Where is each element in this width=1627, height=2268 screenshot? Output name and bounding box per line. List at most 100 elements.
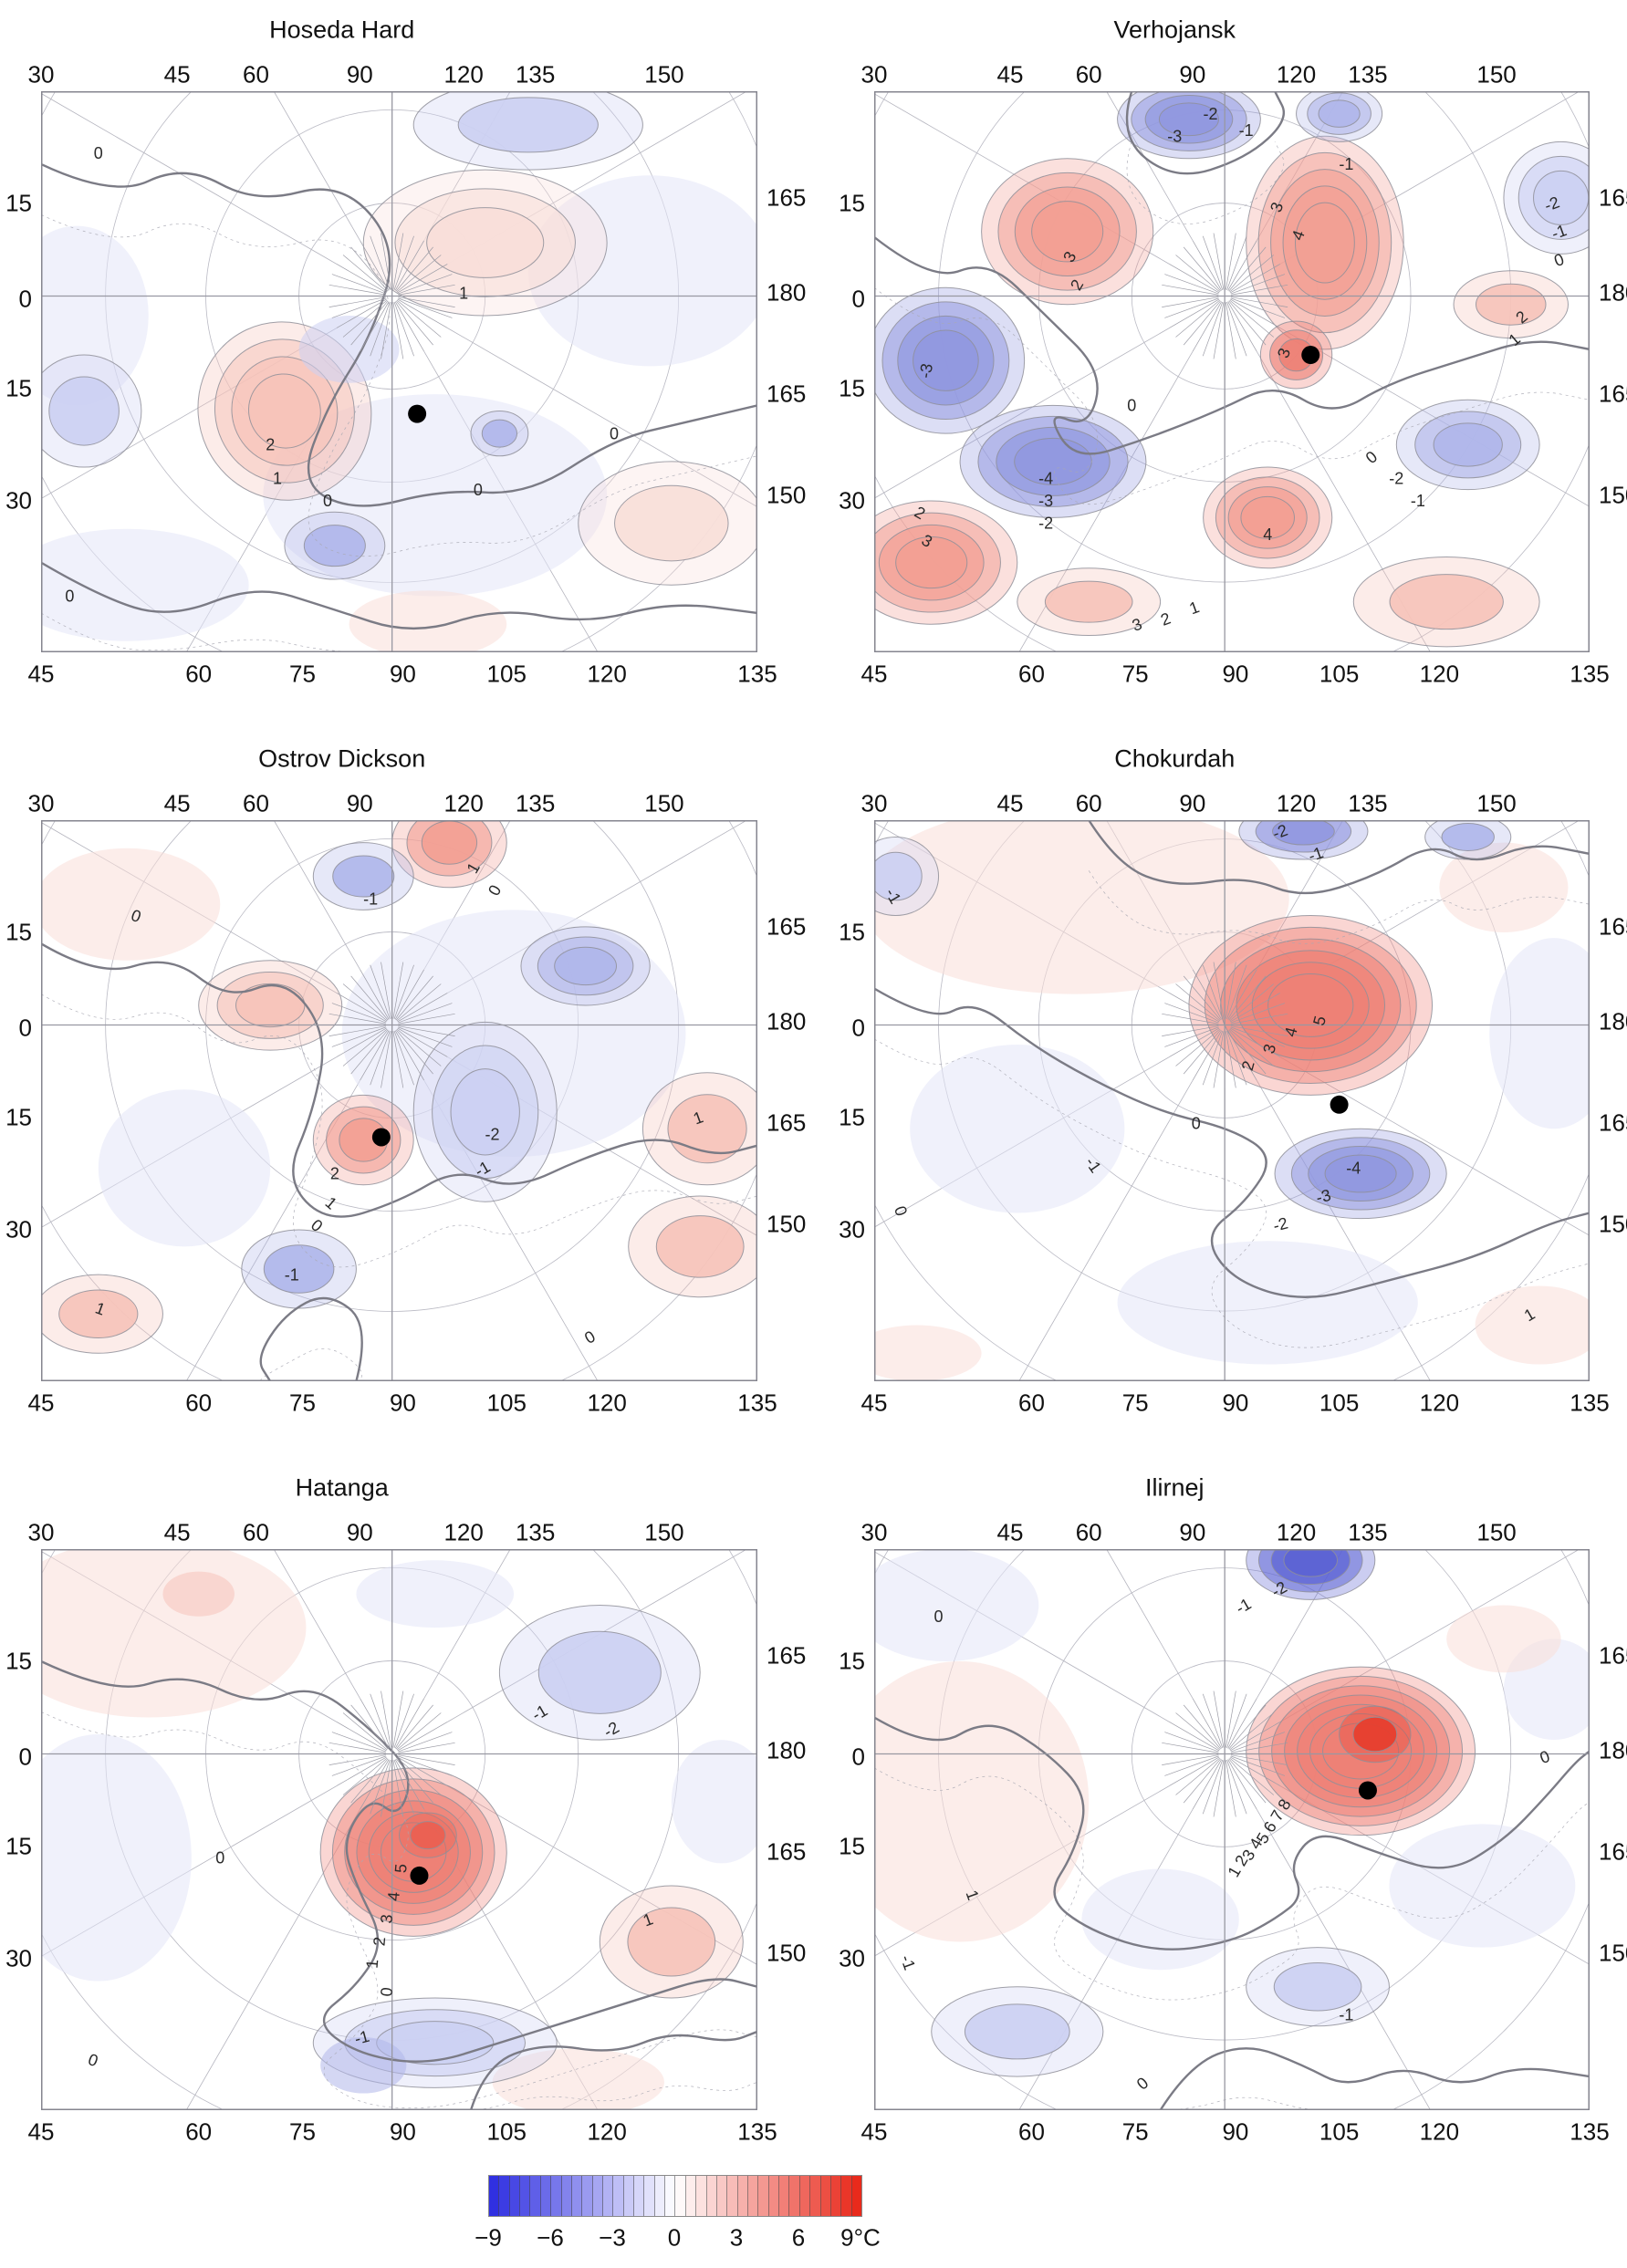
contour-label: 4	[1281, 1025, 1301, 1039]
pole-starburst-ray	[1229, 1028, 1275, 1066]
anomaly-blob	[1389, 1824, 1576, 1948]
graticule-meridian	[41, 1785, 338, 1958]
map-frame	[41, 1549, 757, 2110]
colorbar-cell	[685, 2176, 697, 2216]
pole-starburst-ray	[331, 1026, 387, 1047]
coastline	[41, 994, 757, 1268]
contour-label: 1	[459, 285, 468, 303]
zero-contour-line	[41, 561, 757, 630]
pole-starburst-ray	[392, 302, 404, 359]
axis-tick-bottom: 120	[587, 2117, 627, 2146]
pole-starburst-ray	[350, 1029, 389, 1075]
pole-starburst-ray	[1192, 301, 1222, 352]
contour-ring	[1439, 842, 1569, 932]
pole-starburst-ray	[1213, 1760, 1225, 1817]
station-dot	[408, 404, 427, 423]
contour-label: -3	[1167, 127, 1182, 145]
colorbar-cell	[830, 2176, 842, 2216]
pole-starburst-ray	[394, 301, 424, 352]
axis-tick-bottom: 120	[587, 660, 627, 688]
pole-starburst-ray	[396, 1757, 442, 1795]
pole-starburst-ray	[329, 284, 386, 296]
contour-ring	[1081, 1868, 1239, 1971]
anomaly-blob	[41, 225, 149, 406]
contour-ring	[450, 1068, 520, 1156]
axis-tick-top: 135	[1348, 789, 1388, 817]
colorbar-cell	[520, 2176, 531, 2216]
zero-contour-line	[874, 235, 1590, 455]
contour-ring	[421, 820, 478, 865]
axis-tick-bottom: 60	[185, 2117, 213, 2146]
anomaly-blob	[874, 1661, 1090, 1942]
pole-starburst-ray	[1227, 301, 1257, 352]
axis-tick-left: 0	[18, 1014, 32, 1042]
pole-starburst-ray	[1228, 300, 1267, 346]
pole-starburst-ray	[1225, 302, 1236, 359]
axis-tick-bottom: 135	[737, 2117, 777, 2146]
colorbar-cell	[634, 2176, 645, 2216]
colorbar-cell	[716, 2176, 728, 2216]
axis-tick-top: 150	[644, 1518, 684, 1546]
pole-starburst-ray	[370, 301, 391, 357]
pole-starburst-ray	[1164, 297, 1219, 318]
anomaly-blob	[1339, 1705, 1412, 1763]
pole-starburst-ray	[1226, 1759, 1247, 1815]
map-panel-ilirnej: -2 -1 8 7 6 5 4 3 2 1 0 -1 -1 0 0 1	[874, 1549, 1590, 2110]
pole-starburst-ray	[396, 1712, 442, 1751]
pole-starburst-ray	[1228, 1758, 1267, 1804]
pole-starburst-ray	[360, 301, 390, 352]
pole-starburst-ray	[1175, 1028, 1221, 1066]
map-panel-hoseda-hard: 0 1 2 1 0 0 0 0	[41, 91, 757, 652]
colorbar-cell	[654, 2176, 666, 2216]
colorbar-cell	[758, 2176, 769, 2216]
anomaly-blob	[41, 1549, 307, 1718]
contour-ring	[910, 1045, 1125, 1213]
anomaly-blob	[1188, 915, 1434, 1096]
anomaly-blob	[981, 158, 1154, 306]
axis-tick-left: 15	[839, 189, 865, 217]
anomaly-blob	[312, 1094, 414, 1186]
pole-starburst-ray	[393, 964, 414, 1020]
contour-label: -2	[1542, 192, 1562, 214]
pole-starburst-ray	[398, 1754, 455, 1765]
contour-ring	[58, 1289, 139, 1338]
axis-tick-left: 15	[5, 374, 32, 402]
anomaly-blob	[874, 286, 1026, 434]
axis-tick-bottom: 90	[1222, 2117, 1249, 2146]
anomaly-blob	[931, 1986, 1104, 2077]
pole-starburst-ray	[396, 1028, 442, 1066]
contour-label: -2	[1270, 821, 1290, 843]
axis-tick-top: 150	[1476, 60, 1517, 88]
graticule-meridian	[447, 91, 748, 265]
pole-starburst-ray	[1162, 1742, 1219, 1753]
zero-contour-line	[259, 1296, 363, 1381]
contour-ring	[1318, 99, 1361, 128]
pole-starburst-ray	[381, 302, 391, 359]
pole-starburst-ray	[1225, 1691, 1236, 1748]
axis-tick-right: 165	[1599, 1108, 1627, 1137]
axis-tick-top: 45	[163, 60, 191, 88]
anomaly-blob	[391, 820, 507, 889]
graticule-meridian	[1279, 328, 1590, 507]
pole-starburst-ray	[1227, 969, 1257, 1020]
pole-starburst-ray	[360, 1759, 390, 1810]
contour-ring	[1267, 973, 1354, 1037]
anomaly-blob	[492, 2048, 664, 2110]
axis-tick-bottom: 135	[1570, 1389, 1610, 1417]
pole-starburst-ray	[1226, 1693, 1247, 1749]
anomaly-blob	[41, 848, 221, 961]
colorbar-cell	[779, 2176, 790, 2216]
anomaly-blob	[1259, 320, 1333, 390]
axis-tick-bottom: 105	[486, 1389, 527, 1417]
panel-title: Hatanga	[295, 1473, 389, 1502]
contour-ring	[48, 376, 120, 446]
axis-tick-top: 30	[860, 60, 888, 88]
graticule-meridian	[1279, 91, 1580, 265]
map-frame	[874, 91, 1590, 652]
axis-tick-left: 15	[5, 189, 32, 217]
colorbar-cell	[602, 2176, 614, 2216]
pole-starburst-ray	[360, 1698, 390, 1749]
anomaly-blob	[320, 2037, 407, 2094]
